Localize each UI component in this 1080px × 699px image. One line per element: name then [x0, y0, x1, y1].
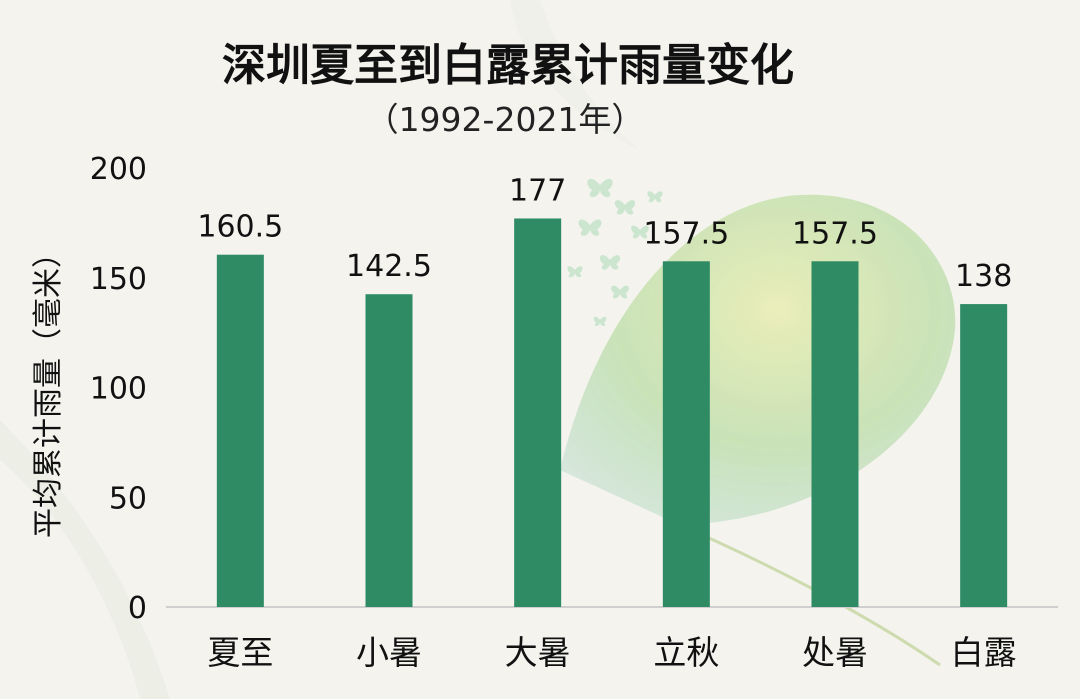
bar-3: [514, 218, 562, 608]
bar-6: [960, 304, 1008, 607]
y-tick-label: 50: [109, 481, 147, 516]
x-tick-label: 处暑: [802, 633, 868, 672]
y-tick-label: 150: [90, 262, 147, 297]
data-label: 157.5: [643, 216, 729, 251]
butterfly-icon: [593, 316, 607, 327]
x-tick-label: 大暑: [505, 633, 571, 672]
y-tick-label: 200: [90, 152, 147, 187]
y-tick-label: 0: [128, 591, 147, 626]
x-axis-ticks: 夏至 小暑 大暑 立秋 处暑 白露: [207, 633, 1016, 672]
chart-subtitle: （1992-2021年）: [366, 100, 645, 139]
butterfly-decoration: [567, 178, 663, 327]
x-tick-label: 白露: [951, 633, 1017, 672]
butterfly-icon: [647, 191, 663, 203]
y-axis-ticks: 0 50 100 150 200: [90, 152, 147, 626]
butterfly-icon: [611, 285, 629, 299]
data-labels: 160.5 142.5 177 157.5 157.5 138: [197, 173, 1012, 294]
butterfly-icon: [614, 200, 636, 215]
data-label: 160.5: [197, 210, 283, 245]
butterfly-icon: [567, 266, 583, 278]
butterfly-icon: [631, 225, 649, 239]
y-tick-label: 100: [90, 372, 147, 407]
butterfly-icon: [578, 219, 602, 236]
data-label: 177: [509, 173, 566, 208]
data-label: 138: [955, 259, 1012, 294]
bar-5: [811, 261, 859, 607]
bar-series: [216, 218, 1008, 608]
x-tick-label: 立秋: [653, 633, 719, 672]
bar-1: [216, 254, 264, 607]
butterfly-icon: [587, 178, 613, 198]
bar-4: [662, 261, 710, 607]
bar-2: [365, 294, 413, 607]
data-label: 157.5: [792, 216, 878, 251]
data-label: 142.5: [346, 249, 432, 284]
butterfly-icon: [599, 255, 621, 270]
y-axis-label: 平均累计雨量（毫米）: [31, 238, 66, 538]
x-tick-label: 夏至: [207, 633, 273, 672]
x-tick-label: 小暑: [356, 633, 422, 672]
chart-title: 深圳夏至到白露累计雨量变化: [222, 40, 794, 91]
